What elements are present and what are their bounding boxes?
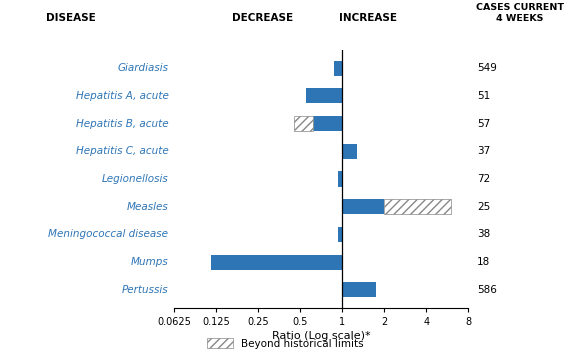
Text: 18: 18 [477, 257, 490, 267]
Text: CASES CURRENT
4 WEEKS: CASES CURRENT 4 WEEKS [476, 3, 564, 23]
Text: INCREASE: INCREASE [339, 13, 397, 23]
Text: 51: 51 [477, 91, 490, 101]
Text: Meningococcal disease: Meningococcal disease [49, 229, 168, 240]
Text: Hepatitis B, acute: Hepatitis B, acute [76, 118, 168, 129]
Text: Mumps: Mumps [131, 257, 168, 267]
Text: 57: 57 [477, 118, 490, 129]
Bar [211, 255, 342, 270]
Text: Legionellosis: Legionellosis [102, 174, 168, 184]
Text: Pertussis: Pertussis [122, 285, 168, 295]
Text: 549: 549 [477, 63, 497, 73]
Text: Hepatitis A, acute: Hepatitis A, acute [75, 91, 168, 101]
X-axis label: Ratio (Log scale)*: Ratio (Log scale)* [272, 331, 371, 341]
Legend: Beyond historical limits: Beyond historical limits [203, 334, 368, 353]
Bar [294, 116, 313, 131]
Text: DECREASE: DECREASE [232, 13, 293, 23]
Bar [338, 227, 342, 242]
Bar [384, 199, 451, 214]
Bar [338, 171, 342, 187]
Text: DISEASE: DISEASE [46, 13, 95, 23]
Bar [342, 199, 384, 214]
Text: 72: 72 [477, 174, 490, 184]
Text: 38: 38 [477, 229, 490, 240]
Text: Measles: Measles [127, 202, 168, 212]
Bar [342, 144, 357, 159]
Text: Giardiasis: Giardiasis [118, 63, 168, 73]
Bar [335, 61, 342, 76]
Text: 37: 37 [477, 146, 490, 156]
Text: 586: 586 [477, 285, 497, 295]
Text: 25: 25 [477, 202, 490, 212]
Bar [313, 116, 342, 131]
Bar [342, 282, 376, 297]
Text: Hepatitis C, acute: Hepatitis C, acute [76, 146, 168, 156]
Bar [306, 88, 342, 103]
